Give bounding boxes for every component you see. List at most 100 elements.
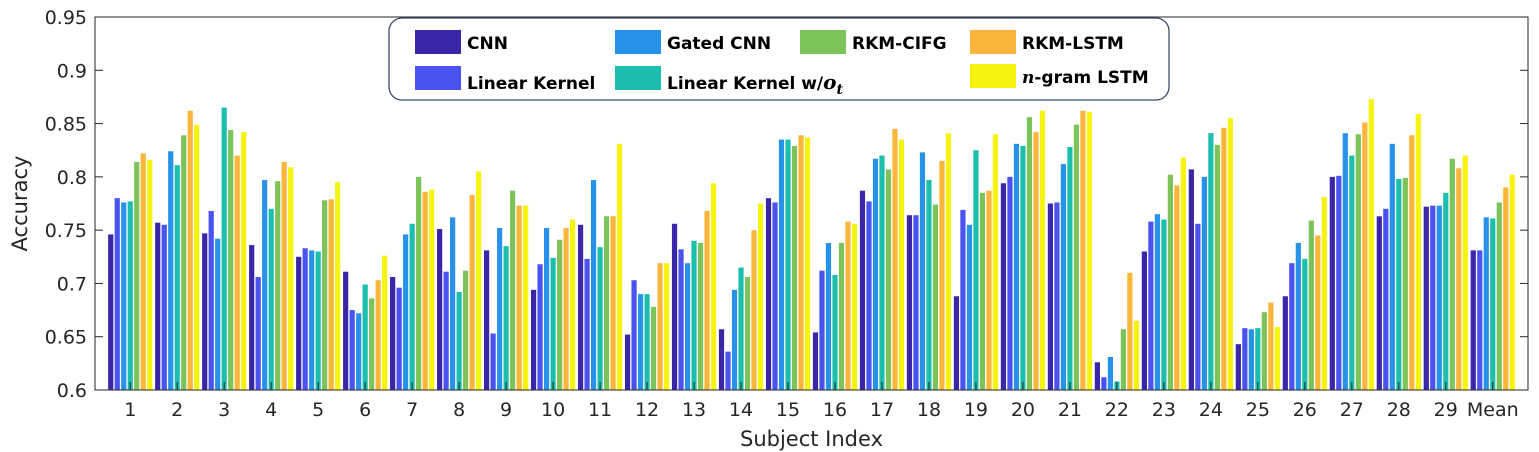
bar-cnn-14 xyxy=(718,329,725,390)
bar-cnn-25 xyxy=(1235,344,1241,390)
bar-n-gram-lstm-24 xyxy=(1227,118,1233,391)
bar-cnn-27 xyxy=(1329,176,1335,390)
bar-rkm-cifg-12 xyxy=(650,306,657,390)
bar-cnn-26 xyxy=(1282,296,1288,390)
bar-cnn-4 xyxy=(249,245,255,390)
bar-linear-kernel-w-o-t-3 xyxy=(221,107,227,390)
bar-linear-kernel-22 xyxy=(1101,377,1107,390)
bar-gated-cnn-14 xyxy=(731,289,738,390)
bar-cnn-7 xyxy=(390,277,396,390)
bar-cnn-11 xyxy=(577,224,584,390)
bar-gated-cnn-6 xyxy=(356,313,362,390)
bar-rkm-cifg-13 xyxy=(697,242,704,390)
bar-gated-cnn-26 xyxy=(1295,242,1301,390)
x-tick-label: 11 xyxy=(588,399,612,421)
bar-linear-kernel-26 xyxy=(1289,263,1295,390)
bar-rkm-cifg-19 xyxy=(979,192,986,390)
bar-linear-kernel-28 xyxy=(1383,208,1389,390)
bar-rkm-cifg-5 xyxy=(322,200,328,390)
x-axis-ticks: 1 2 3 4 5 6 7 8 9 10 11 12 13 14 15 16 17 18 19 20 21 22 23 24 2… xyxy=(124,382,1519,421)
bar-linear-kernel-3 xyxy=(208,210,214,390)
bar-n-gram-lstm-8 xyxy=(476,171,482,390)
bar-rkm-cifg-16 xyxy=(838,242,845,390)
bar-linear-kernel-13 xyxy=(678,249,684,390)
bar-gated-cnn-2 xyxy=(168,151,174,390)
x-tick-label: 19 xyxy=(964,399,988,421)
x-tick-label: 5 xyxy=(312,399,324,421)
bar-linear-kernel-w-o-t-15 xyxy=(785,139,791,390)
bar-cnn-15 xyxy=(765,198,772,390)
x-tick-label: 7 xyxy=(406,399,418,421)
bar-n-gram-lstm-19 xyxy=(992,134,999,390)
bar-n-gram-lstm-14 xyxy=(757,203,764,390)
bar-rkm-cifg-mean xyxy=(1496,202,1502,390)
bar-rkm-lstm-2 xyxy=(187,110,193,390)
x-tick-label: 4 xyxy=(265,399,277,421)
x-tick-label: 20 xyxy=(1011,399,1035,421)
bar-linear-kernel-w-o-t-6 xyxy=(362,284,368,390)
bar-gated-cnn-23 xyxy=(1154,214,1160,390)
bar-linear-kernel-w-o-t-12 xyxy=(644,294,650,390)
bar-linear-kernel-w-o-t-2 xyxy=(174,165,180,390)
legend: CNN Gated CNN RKM-CIFG RKM-LSTM Linear K… xyxy=(388,17,1170,101)
bar-n-gram-lstm-29 xyxy=(1462,155,1468,390)
y-tick-label: 0.95 xyxy=(45,7,87,29)
bar-n-gram-lstm-1 xyxy=(147,159,153,390)
y-tick-label: 0.6 xyxy=(57,380,87,402)
legend-label-rkm-cifg: RKM-CIFG xyxy=(852,34,947,54)
x-tick-label: 14 xyxy=(729,399,753,421)
bar-rkm-lstm-20 xyxy=(1033,132,1039,390)
bar-linear-kernel-9 xyxy=(490,333,496,390)
bar-n-gram-lstm-12 xyxy=(663,263,670,390)
bar-rkm-cifg-6 xyxy=(369,298,375,390)
bar-gated-cnn-24 xyxy=(1201,176,1207,390)
bar-gated-cnn-8 xyxy=(450,217,456,390)
bar-gated-cnn-19 xyxy=(966,224,973,390)
bar-cnn-24 xyxy=(1188,169,1194,390)
bar-gated-cnn-29 xyxy=(1436,205,1442,390)
bar-linear-kernel-10 xyxy=(537,264,543,390)
bar-n-gram-lstm-22 xyxy=(1133,320,1139,390)
bar-cnn-2 xyxy=(155,222,161,390)
bar-linear-kernel-w-o-t-7 xyxy=(409,223,415,390)
bar-n-gram-lstm-15 xyxy=(804,137,811,390)
bar-gated-cnn-10 xyxy=(543,228,550,390)
x-tick-label: 26 xyxy=(1293,399,1317,421)
bar-linear-kernel-w-o-t-29 xyxy=(1443,192,1449,390)
x-tick-label: 17 xyxy=(870,399,894,421)
bar-rkm-lstm-6 xyxy=(375,280,381,390)
bar-gated-cnn-15 xyxy=(778,139,785,390)
x-tick-label: 13 xyxy=(682,399,706,421)
x-tick-label: 28 xyxy=(1387,399,1411,421)
legend-label-linear-kernel: Linear Kernel xyxy=(467,74,595,94)
legend-swatch-rkm-lstm xyxy=(970,30,1016,54)
y-tick-label: 0.65 xyxy=(45,327,87,349)
bar-rkm-lstm-9 xyxy=(516,205,522,390)
bar-rkm-lstm-28 xyxy=(1409,135,1415,390)
bar-gated-cnn-9 xyxy=(497,228,503,390)
bar-cnn-1 xyxy=(108,234,114,390)
bar-gated-cnn-16 xyxy=(825,242,832,390)
x-tick-label: 15 xyxy=(776,399,800,421)
bar-cnn-29 xyxy=(1423,206,1429,390)
bar-gated-cnn-22 xyxy=(1107,356,1113,390)
x-tick-label: 23 xyxy=(1152,399,1176,421)
bar-rkm-lstm-13 xyxy=(704,210,710,390)
bar-n-gram-lstm-5 xyxy=(335,182,341,390)
bar-rkm-cifg-17 xyxy=(885,169,892,390)
x-tick-label: 6 xyxy=(359,399,371,421)
bar-linear-kernel-w-o-t-mean xyxy=(1490,218,1496,390)
bar-rkm-lstm-3 xyxy=(234,155,240,390)
bar-linear-kernel-w-o-t-21 xyxy=(1067,147,1073,390)
bar-n-gram-lstm-6 xyxy=(382,255,388,390)
y-tick-label: 0.85 xyxy=(45,114,87,136)
bar-linear-kernel-12 xyxy=(631,280,637,390)
bar-linear-kernel-w-o-t-28 xyxy=(1396,178,1402,390)
bar-n-gram-lstm-4 xyxy=(288,167,294,390)
x-axis-label: Subject Index xyxy=(740,427,883,451)
bar-linear-kernel-w-o-t-9 xyxy=(503,246,509,390)
y-tick-label: 0.7 xyxy=(57,273,87,295)
legend-label-ngram-lstm: n-gram LSTM xyxy=(1022,68,1149,88)
bar-series-group xyxy=(108,99,1515,391)
